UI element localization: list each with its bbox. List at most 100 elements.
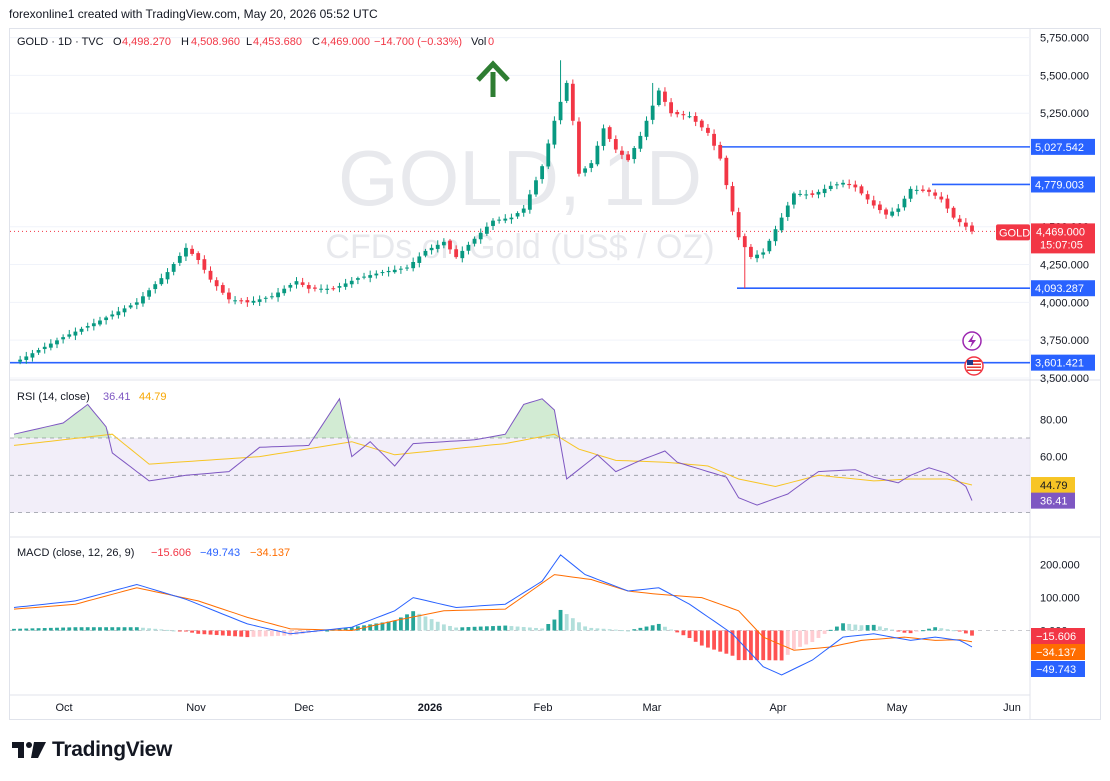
rsi-tick-label: 60.00 bbox=[1040, 452, 1068, 464]
rsi-line[interactable] bbox=[13, 397, 973, 506]
macd-histogram-bar bbox=[970, 630, 974, 636]
macd-histogram-bar bbox=[208, 630, 213, 635]
candle-body bbox=[638, 135, 643, 149]
ohlc-open-label: O bbox=[113, 36, 122, 48]
macd-histogram-bar bbox=[466, 627, 471, 631]
macd-histogram-bar bbox=[239, 630, 244, 637]
candle-body bbox=[128, 305, 133, 308]
ohlc-low-value: 4,453.680 bbox=[253, 36, 302, 48]
macd-histogram-bar bbox=[798, 630, 802, 647]
macd-histogram-bar bbox=[12, 628, 16, 631]
candle-body bbox=[165, 272, 170, 280]
macd-histogram-bar bbox=[177, 630, 182, 632]
attribution-text: forexonline1 created with TradingView.co… bbox=[9, 7, 378, 21]
footer-brand-name: TradingView bbox=[52, 738, 173, 761]
macd-histogram-bar bbox=[540, 628, 545, 631]
macd-histogram-bar bbox=[184, 630, 188, 632]
candle-body bbox=[233, 300, 237, 302]
candle-body bbox=[220, 285, 225, 293]
macd-histogram-bar bbox=[104, 627, 109, 631]
macd-histogram-bar bbox=[847, 623, 852, 631]
candle-body bbox=[472, 238, 477, 244]
macd-histogram-bar bbox=[435, 621, 440, 631]
candle-body bbox=[67, 334, 72, 337]
macd-histogram-bar bbox=[853, 624, 858, 631]
time-tick-label: May bbox=[887, 702, 908, 714]
macd-histogram-bar bbox=[607, 629, 612, 631]
macd-title: MACD (close, 12, 26, 9) bbox=[17, 547, 134, 559]
macd-histogram-bar bbox=[914, 630, 919, 632]
macd-histogram-bar bbox=[227, 630, 231, 636]
footer-brand[interactable]: TradingView bbox=[12, 738, 172, 762]
candle-body bbox=[190, 248, 194, 254]
macd-legend[interactable]: MACD (close, 12, 26, 9) −15.606 −49.743 … bbox=[17, 547, 290, 559]
time-tick-label: Apr bbox=[769, 702, 786, 714]
candle-body bbox=[36, 350, 41, 353]
level-price-badge bbox=[1031, 176, 1095, 193]
candle-body bbox=[441, 241, 446, 246]
ohlc-close-label: C bbox=[312, 36, 320, 48]
candle-body bbox=[24, 356, 29, 360]
candle-body bbox=[908, 188, 913, 199]
flash-icon[interactable] bbox=[962, 331, 982, 351]
chart-svg[interactable]: GOLD, 1D CFDs on Gold (US$ / OZ) 5,750.0… bbox=[0, 0, 1110, 720]
macd-histogram-bar bbox=[644, 626, 649, 631]
macd-tick-label: 100.000 bbox=[1040, 593, 1080, 605]
macd-histogram-bar bbox=[337, 628, 342, 631]
candle-body bbox=[423, 250, 428, 256]
macd-histogram-bar bbox=[884, 628, 888, 631]
macd-histogram-bar bbox=[810, 630, 815, 643]
main-legend[interactable]: GOLD · 1D · TVC O 4,498.270 H 4,508.960 … bbox=[17, 36, 494, 48]
macd-signal-line[interactable] bbox=[13, 574, 973, 651]
candle-body bbox=[515, 213, 520, 217]
up-arrow-icon[interactable] bbox=[476, 60, 510, 97]
candle-body bbox=[570, 83, 575, 121]
candle-body bbox=[663, 91, 667, 102]
time-tick-label: Mar bbox=[643, 702, 662, 714]
macd-histogram-bar bbox=[859, 625, 864, 631]
candle-body bbox=[853, 184, 858, 188]
macd-histogram-bar bbox=[368, 624, 373, 631]
macd-histogram-bar bbox=[626, 630, 631, 632]
candle-body bbox=[331, 288, 336, 290]
candle-body bbox=[773, 229, 778, 242]
macd-histogram-bar bbox=[957, 630, 962, 632]
macd-histogram-bar bbox=[153, 628, 158, 631]
candle-body bbox=[730, 186, 735, 212]
price-tick-label: 5,250.000 bbox=[1040, 108, 1089, 120]
macd-histogram-bar bbox=[871, 624, 876, 631]
rsi-legend[interactable]: RSI (14, close) 36.41 44.79 bbox=[17, 391, 167, 403]
candle-body bbox=[607, 127, 612, 139]
volume-value: 0 bbox=[488, 36, 494, 48]
candle-body bbox=[540, 166, 545, 180]
macd-line[interactable] bbox=[13, 554, 973, 676]
macd-value-badge bbox=[1031, 644, 1085, 660]
candle-body bbox=[577, 121, 581, 174]
ohlc-low-label: L bbox=[246, 36, 252, 48]
candle-body bbox=[30, 353, 35, 358]
macd-histogram-bar bbox=[822, 630, 827, 634]
macd-histogram-bar bbox=[67, 627, 72, 631]
candle-body bbox=[914, 189, 919, 191]
candle-body bbox=[306, 285, 311, 289]
level-price-label: 5,027.542 bbox=[1035, 142, 1084, 154]
candle-body bbox=[491, 220, 495, 226]
candle-body bbox=[110, 314, 115, 317]
macd-histogram-bar bbox=[515, 626, 520, 631]
candle-body bbox=[951, 207, 956, 218]
us-flag-icon[interactable] bbox=[964, 356, 984, 376]
candle-body bbox=[859, 186, 864, 194]
price-tick-label: 3,500.000 bbox=[1040, 373, 1089, 385]
candle-body bbox=[546, 143, 551, 167]
macd-histogram-bar bbox=[699, 630, 704, 646]
macd-histogram-bar bbox=[110, 627, 115, 631]
level-price-badge bbox=[1031, 354, 1095, 371]
macd-histogram-bar bbox=[276, 630, 280, 636]
rsi-ma-line[interactable] bbox=[13, 433, 973, 488]
macd-histogram-bar bbox=[343, 628, 348, 631]
macd-histogram-bar bbox=[951, 630, 956, 632]
macd-histogram-bar bbox=[503, 625, 508, 631]
time-tick-label: Nov bbox=[186, 702, 206, 714]
macd-histogram-bar bbox=[270, 630, 274, 637]
candle-body bbox=[589, 163, 594, 168]
